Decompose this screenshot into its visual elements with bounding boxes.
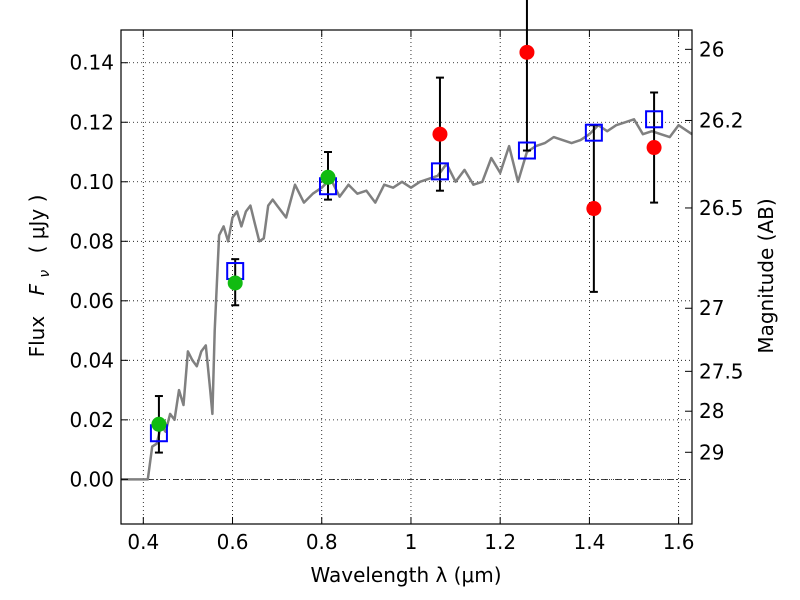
model-point-square — [645, 110, 664, 129]
y-tick-labels: 0.00 0.02 0.04 0.06 0.08 0.10 0.12 0.14 — [69, 51, 114, 492]
x-axis-label: Wavelength λ (μm) — [310, 563, 501, 587]
y-tick-label: 0.02 — [69, 408, 114, 432]
y-axis-label-unit: ( μJy ) — [25, 195, 49, 254]
axis-ticks — [121, 30, 692, 524]
y-tick-label: 0.04 — [69, 348, 114, 372]
x-tick-labels: 0.4 0.6 0.8 1 1.2 1.4 1.6 — [127, 530, 694, 554]
y-axis-label-subscript: ν — [37, 270, 53, 278]
x-tick-label: 1.4 — [573, 530, 605, 554]
y-axis-label-text: Flux — [25, 316, 49, 358]
red-data-point — [586, 201, 602, 217]
red-data-point — [432, 126, 448, 142]
green-data-point — [320, 169, 336, 185]
right-tick-label: 26.2 — [699, 108, 744, 132]
grid-lines — [121, 30, 692, 524]
data-markers — [149, 44, 664, 443]
plot-frame — [120, 29, 693, 525]
right-tick-label: 27.5 — [699, 359, 744, 383]
green-data-point — [151, 416, 167, 432]
right-axis-label: Magnitude (AB) — [754, 198, 778, 353]
y-axis-label: Flux F ν ( μJy ) — [25, 195, 54, 358]
model-point-square — [584, 123, 603, 142]
x-tick-label: 1.6 — [663, 530, 695, 554]
x-tick-label: 0.6 — [217, 530, 249, 554]
right-tick-label: 26.5 — [699, 196, 744, 220]
right-tick-label: 28 — [699, 399, 724, 423]
model-point-square — [430, 162, 449, 181]
right-tick-label: 26 — [699, 37, 724, 61]
y-tick-label: 0.10 — [69, 170, 114, 194]
y-axis-label-symbol: F — [25, 283, 49, 295]
model-spectrum — [121, 118, 693, 481]
model-point-square — [517, 141, 536, 160]
x-tick-label: 1.2 — [484, 530, 516, 554]
x-tick-label: 0.8 — [306, 530, 338, 554]
red-data-point — [519, 44, 535, 60]
y-tick-label: 0.00 — [69, 467, 114, 491]
green-data-point — [227, 275, 243, 291]
y-tick-label: 0.08 — [69, 229, 114, 253]
y-tick-label: 0.14 — [69, 51, 114, 75]
right-tick-label: 27 — [699, 296, 724, 320]
right-tick-labels: 26 26.2 26.5 27 27.5 28 29 — [699, 37, 744, 464]
right-tick-label: 29 — [699, 440, 724, 464]
red-data-point — [646, 140, 662, 156]
svg-text:Flux F ν (: Flux F ν ( μJy ) — [25, 195, 54, 358]
x-tick-label: 0.4 — [127, 530, 159, 554]
y-tick-label: 0.06 — [69, 289, 114, 313]
model-spectrum-line — [121, 118, 693, 481]
x-tick-label: 1 — [405, 530, 418, 554]
y-tick-label: 0.12 — [69, 110, 114, 134]
